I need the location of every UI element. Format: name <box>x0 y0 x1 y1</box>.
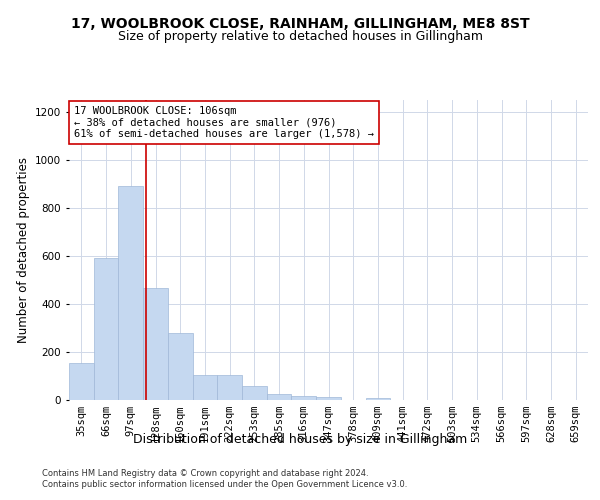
Text: Contains public sector information licensed under the Open Government Licence v3: Contains public sector information licen… <box>42 480 407 489</box>
Bar <box>267 394 292 400</box>
Bar <box>193 375 217 400</box>
Y-axis label: Number of detached properties: Number of detached properties <box>17 157 29 343</box>
Bar <box>292 396 316 400</box>
Bar <box>69 363 94 400</box>
Bar <box>365 398 390 400</box>
Bar <box>94 258 118 400</box>
Text: 17, WOOLBROOK CLOSE, RAINHAM, GILLINGHAM, ME8 8ST: 17, WOOLBROOK CLOSE, RAINHAM, GILLINGHAM… <box>71 18 529 32</box>
Text: 17 WOOLBROOK CLOSE: 106sqm
← 38% of detached houses are smaller (976)
61% of sem: 17 WOOLBROOK CLOSE: 106sqm ← 38% of deta… <box>74 106 374 139</box>
Bar <box>217 375 242 400</box>
Text: Size of property relative to detached houses in Gillingham: Size of property relative to detached ho… <box>118 30 482 43</box>
Text: Contains HM Land Registry data © Crown copyright and database right 2024.: Contains HM Land Registry data © Crown c… <box>42 469 368 478</box>
Bar <box>143 288 168 400</box>
Bar <box>168 333 193 400</box>
Text: Distribution of detached houses by size in Gillingham: Distribution of detached houses by size … <box>133 432 467 446</box>
Bar <box>242 386 267 400</box>
Bar <box>118 186 143 400</box>
Bar <box>316 397 341 400</box>
